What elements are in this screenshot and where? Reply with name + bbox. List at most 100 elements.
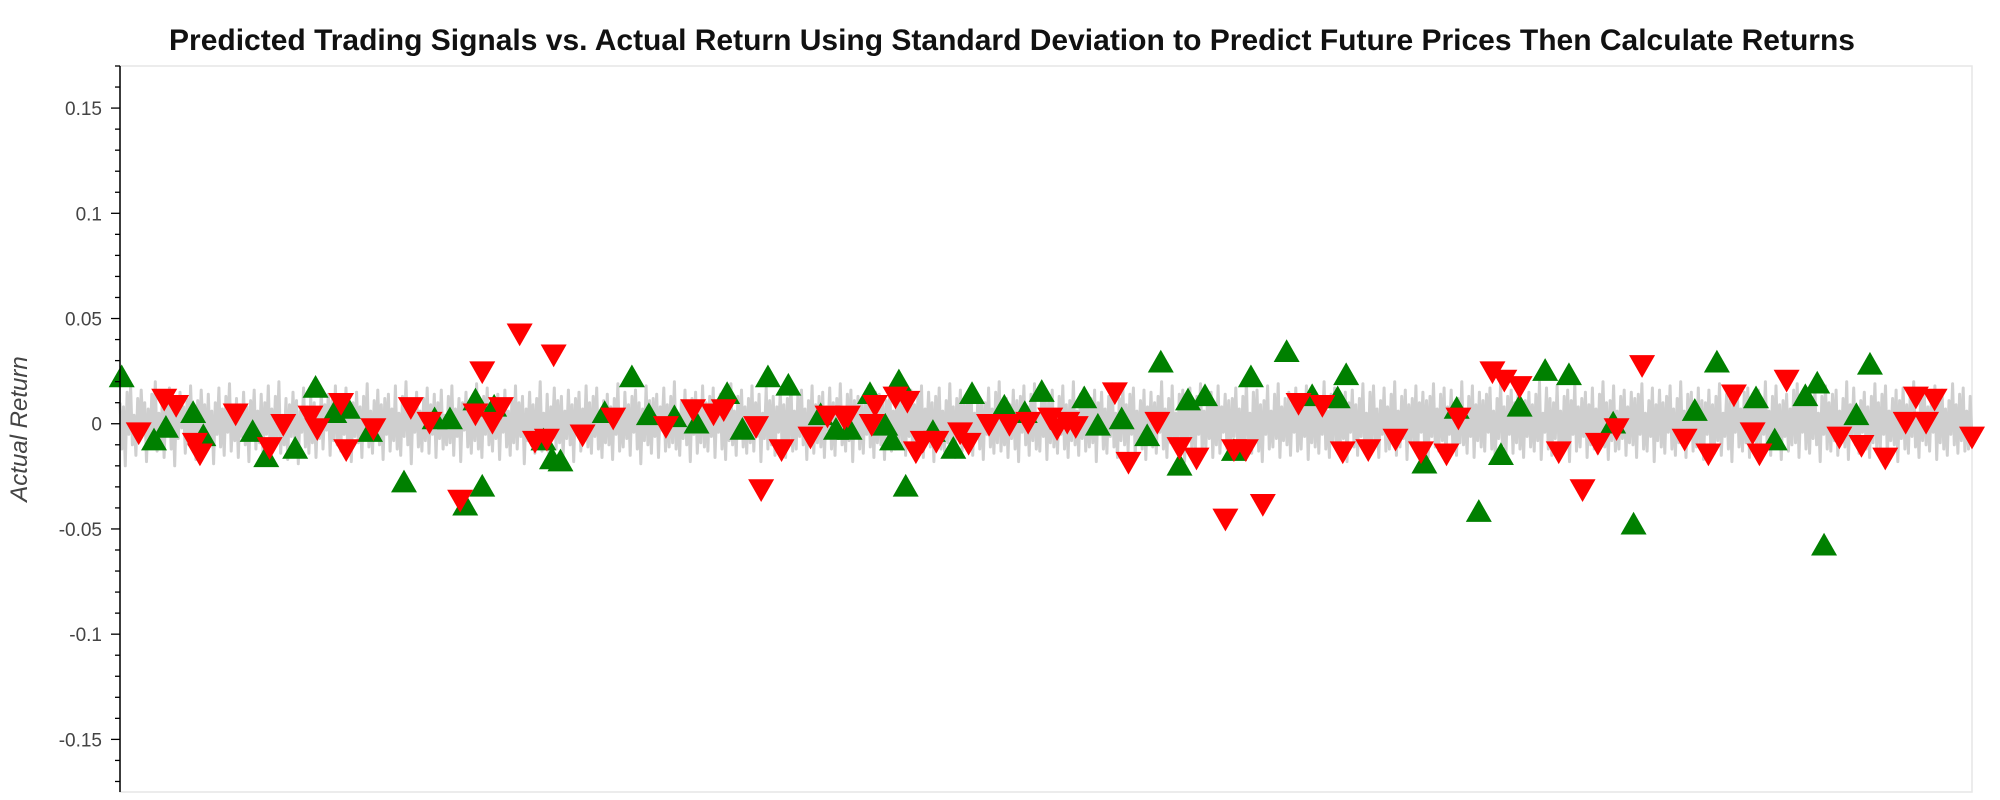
buy-signal-marker — [1324, 385, 1351, 409]
buy-signal-marker — [775, 372, 802, 396]
buy-signal-marker — [1532, 358, 1559, 381]
sell-signal-marker — [151, 388, 178, 412]
sell-signal-marker — [1739, 422, 1766, 446]
buy-signal-marker — [940, 435, 967, 459]
sell-signal-marker — [333, 439, 360, 462]
sell-signal-marker — [163, 395, 190, 418]
sell-signal-marker — [1773, 369, 1800, 393]
buy-signal-marker — [108, 364, 135, 388]
sell-signal-marker — [1902, 386, 1929, 410]
sell-signal-marker — [1959, 426, 1985, 450]
sell-signal-marker — [1746, 443, 1773, 467]
sell-signal-marker — [1249, 493, 1276, 517]
buy-signal-marker — [1792, 383, 1819, 407]
sell-signal-marker — [680, 399, 707, 423]
buy-signal-marker — [714, 381, 741, 405]
buy-signal-marker — [1681, 398, 1708, 421]
buy-signal-marker — [1811, 532, 1838, 556]
y-tick-label: 0.1 — [76, 204, 102, 225]
sell-signal-marker — [297, 405, 324, 429]
sell-signal-marker — [976, 413, 1003, 437]
sell-signal-marker — [862, 395, 889, 418]
sell-signal-marker — [652, 416, 679, 439]
y-tick-label: -0.05 — [59, 520, 102, 541]
buy-signal-marker — [547, 448, 574, 472]
buy-signal-marker — [391, 469, 418, 493]
sell-signal-marker — [533, 428, 560, 452]
buy-signal-marker — [683, 410, 710, 434]
sell-signal-marker — [540, 344, 567, 368]
buy-signal-marker — [1333, 362, 1360, 386]
sell-signal-marker — [1892, 411, 1919, 435]
sell-signal-marker — [469, 361, 496, 385]
sell-signal-marker — [834, 405, 861, 429]
buy-signal-marker — [1192, 383, 1219, 407]
buy-signal-marker — [436, 406, 463, 430]
buy-signal-marker — [1843, 402, 1870, 426]
buy-signal-marker — [1487, 442, 1514, 466]
sell-signal-marker — [487, 397, 514, 420]
sell-signal-marker — [748, 479, 775, 502]
sell-signal-marker — [1584, 432, 1611, 456]
sell-signal-marker — [270, 413, 297, 437]
sell-signal-marker — [569, 424, 596, 448]
sell-signal-marker — [1848, 435, 1875, 458]
buy-signal-marker — [1465, 499, 1492, 522]
chart-title: Predicted Trading Signals vs. Actual Ret… — [169, 24, 1855, 57]
sell-signal-marker — [1695, 443, 1722, 467]
buy-signal-marker — [1273, 339, 1300, 362]
sell-signal-marker — [1603, 418, 1630, 441]
buy-signal-marker — [754, 364, 781, 388]
sell-signal-marker — [1433, 443, 1460, 467]
y-axis: 0.15 0.1 0.05 0 -0.05 -0.1 -0.15 — [59, 65, 121, 792]
sell-signal-marker — [479, 411, 506, 435]
sell-signal-marker — [1115, 451, 1142, 475]
sell-signal-marker — [1479, 361, 1506, 385]
buy-signal-marker — [239, 419, 266, 442]
y-tick-label: 0 — [91, 415, 102, 436]
buy-signal-marker — [1028, 379, 1055, 402]
sell-signal-marker — [1329, 441, 1356, 465]
sell-signal-marker — [1545, 441, 1572, 465]
sell-signal-marker — [1062, 416, 1089, 439]
buy-signal-marker — [1134, 423, 1161, 447]
sell-signal-marker — [1212, 508, 1239, 532]
buy-signal-marker — [152, 414, 179, 438]
y-tick-label: -0.15 — [59, 730, 102, 751]
buy-signal-marker — [180, 400, 207, 423]
buy-signal-marker — [1108, 406, 1135, 430]
sell-signal-marker — [1569, 479, 1596, 502]
buy-signal-marker — [1856, 351, 1883, 375]
sell-signal-marker — [360, 418, 387, 441]
buy-signal-marker — [729, 417, 756, 440]
sell-signal-marker — [416, 411, 443, 435]
buy-signal-marker — [1411, 450, 1438, 474]
y-tick-label: -0.1 — [69, 625, 102, 646]
sell-signal-marker — [1355, 439, 1382, 462]
sell-signal-marker — [256, 437, 283, 460]
sell-signal-marker — [923, 430, 950, 454]
y-axis-label: Actual Return — [6, 356, 33, 503]
sell-signal-marker — [1671, 428, 1698, 452]
sell-signal-marker — [304, 418, 331, 441]
sell-signal-marker — [1872, 447, 1899, 471]
sell-signal-marker — [1629, 355, 1656, 378]
sell-signal-marker — [1506, 376, 1533, 399]
sell-signal-marker — [1015, 411, 1042, 435]
buy-signal-marker — [1084, 412, 1111, 436]
sell-signal-marker — [1491, 369, 1518, 393]
buy-signal-marker — [282, 435, 309, 459]
buy-signal-marker — [1620, 511, 1647, 535]
sell-signal-marker — [1913, 411, 1940, 435]
sell-signal-marker — [397, 397, 424, 420]
sell-signal-marker — [1407, 441, 1434, 465]
buy-signal-marker — [991, 393, 1018, 417]
y-tick-label: 0.15 — [65, 99, 102, 120]
buy-signal-marker — [879, 427, 906, 451]
sell-signal-marker — [710, 399, 737, 423]
sell-signal-marker — [996, 413, 1023, 437]
sell-signal-marker — [1445, 407, 1472, 431]
sell-signal-marker — [1309, 395, 1336, 418]
sell-signal-marker — [222, 403, 249, 427]
